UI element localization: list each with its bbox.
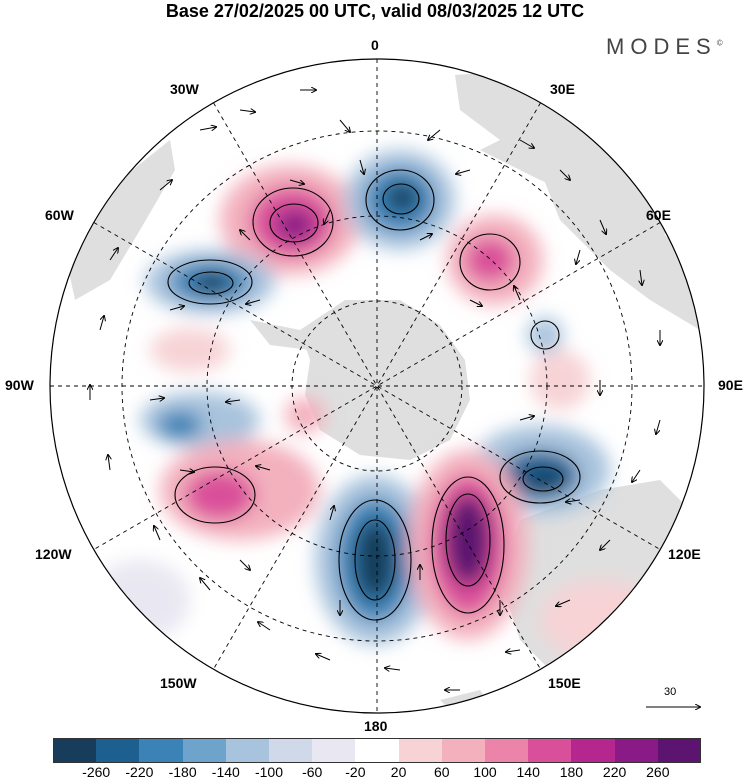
colorbar-tick-label: -20 bbox=[345, 764, 366, 780]
colorbar-segment bbox=[528, 738, 572, 763]
colorbar-tick-label: 100 bbox=[473, 764, 497, 780]
label-0: 0 bbox=[371, 37, 379, 53]
colorbar-tick-label: 60 bbox=[434, 764, 450, 780]
wind-vectors bbox=[90, 90, 660, 690]
colorbar-segment bbox=[614, 738, 659, 763]
label-90w: 90W bbox=[5, 377, 34, 393]
label-150e: 150E bbox=[548, 675, 581, 691]
colorbar-frame bbox=[53, 738, 701, 763]
colorbar-segment bbox=[182, 738, 227, 763]
label-30e: 30E bbox=[550, 81, 575, 97]
colorbar-tick-label: -140 bbox=[211, 764, 240, 780]
colorbar-segment bbox=[269, 738, 313, 763]
colorbar-segment bbox=[53, 738, 97, 763]
colorbar-tick-label: -260 bbox=[82, 764, 111, 780]
colorbar-tick-label: -60 bbox=[302, 764, 323, 780]
colorbar-segment bbox=[571, 738, 616, 763]
colorbar-tick-label: -100 bbox=[254, 764, 284, 780]
modes-logo: MODES© bbox=[606, 34, 723, 59]
colorbar-tick-label: 220 bbox=[602, 764, 627, 780]
colorbar-segment bbox=[398, 738, 443, 763]
label-150w: 150W bbox=[160, 675, 197, 691]
label-120e: 120E bbox=[668, 546, 701, 562]
colorbar-segment bbox=[312, 738, 356, 763]
label-60w: 60W bbox=[45, 207, 74, 223]
label-180: 180 bbox=[364, 718, 388, 734]
colorbar-tick-label: 180 bbox=[559, 764, 584, 780]
colorbar-segment bbox=[139, 738, 184, 763]
reference-vector-label: 30 bbox=[664, 686, 677, 698]
label-90e: 90E bbox=[718, 377, 743, 393]
label-60e: 60E bbox=[646, 207, 671, 223]
colorbar-tick-label: 260 bbox=[646, 764, 670, 780]
label-120w: 120W bbox=[35, 546, 72, 562]
colorbar-segment bbox=[355, 738, 400, 763]
label-30w: 30W bbox=[170, 81, 199, 97]
colorbar-segment bbox=[96, 738, 140, 763]
colorbar-tick-label: 140 bbox=[516, 764, 540, 780]
colorbar bbox=[53, 738, 702, 763]
colorbar-segment bbox=[657, 738, 702, 763]
anomaly-layer bbox=[90, 150, 660, 660]
colorbar-segment bbox=[485, 738, 529, 763]
map-title: Base 27/02/2025 00 UTC, valid 08/03/2025… bbox=[165, 1, 585, 21]
graticule bbox=[50, 59, 704, 713]
colorbar-tick-label: 20 bbox=[390, 764, 407, 780]
colorbar-tick-label: -220 bbox=[125, 764, 154, 780]
colorbar-segment bbox=[225, 738, 270, 763]
colorbar-tick-label: -180 bbox=[168, 764, 197, 780]
colorbar-segment bbox=[441, 738, 486, 763]
contour-layer bbox=[167, 169, 581, 621]
